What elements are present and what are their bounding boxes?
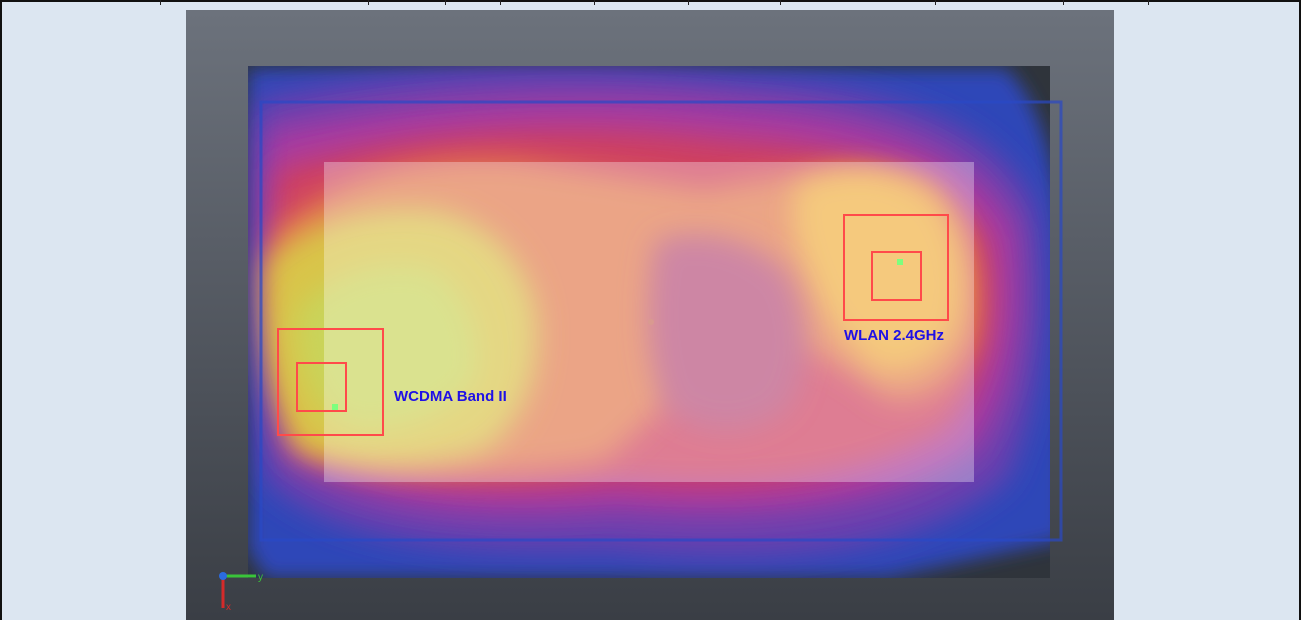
table-column-divider [160,0,161,5]
table-border-top [0,0,1301,2]
axis-triad: y x [219,572,263,613]
table-border-right [1299,0,1301,620]
table-column-divider [445,0,446,5]
wcdma-zoom-scan-box [277,328,384,436]
wcdma-peak-box [296,362,347,412]
wlan-peak-box [871,251,922,301]
wcdma-band-label: WCDMA Band II [394,388,507,405]
sar-contour-map [248,68,1050,578]
contour-layer [792,170,963,372]
z-axis-origin [219,572,227,580]
center-point [648,319,654,325]
contour-layer [296,265,478,430]
sar-heatmap-image: WCDMA Band II WLAN 2.4GHz y x [186,10,1114,620]
table-column-divider [1063,0,1064,5]
table-column-divider [688,0,689,5]
table-column-divider [500,0,501,5]
table-column-divider [594,0,595,5]
table-column-divider [368,0,369,5]
table-column-divider [780,0,781,5]
wlan-zoom-scan-box [843,214,949,321]
table-column-divider [1148,0,1149,5]
scan-area-outline [259,100,1063,542]
contour-layer [648,234,806,430]
table-column-divider [935,0,936,5]
sar-scan-viewport: WCDMA Band II WLAN 2.4GHz y x [186,10,1114,620]
wlan-peak-point [897,259,903,265]
table-border-left [0,0,2,620]
wlan-band-label: WLAN 2.4GHz [844,327,944,344]
y-axis-label: y [258,572,263,583]
wcdma-peak-point [332,404,338,410]
x-axis-label: x [226,602,231,613]
